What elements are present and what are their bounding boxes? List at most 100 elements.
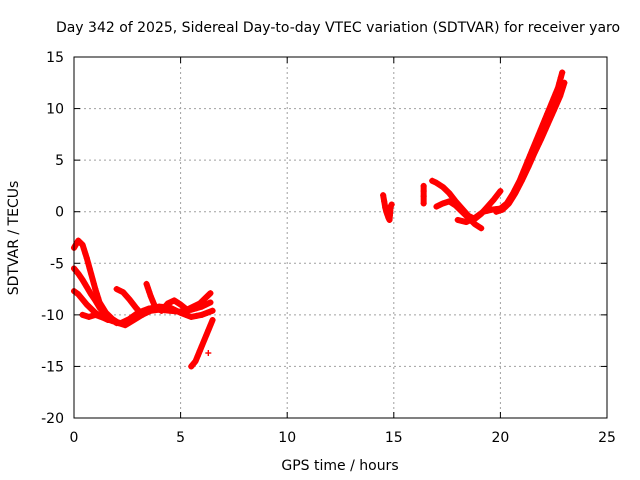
x-tick-label: 25 — [598, 430, 616, 446]
data-point — [443, 187, 450, 194]
data-point — [533, 145, 540, 152]
data-point — [85, 287, 92, 294]
data-point — [436, 181, 443, 188]
data-point — [446, 190, 453, 197]
data-point — [487, 199, 494, 206]
y-tick-label: -20 — [41, 411, 64, 427]
data-point — [144, 285, 151, 292]
y-tick-label: -15 — [41, 359, 64, 375]
data-point — [203, 332, 210, 339]
data-point — [113, 286, 120, 293]
data-point — [494, 192, 501, 199]
data-point — [420, 182, 427, 189]
data-point — [92, 297, 99, 304]
data-point — [92, 311, 99, 318]
data-point — [548, 100, 555, 107]
data-point — [171, 297, 178, 304]
data-point — [446, 198, 453, 205]
data-point — [182, 311, 189, 318]
data-point — [493, 208, 500, 215]
data-point — [139, 311, 146, 318]
data-point — [196, 347, 203, 354]
data-point — [92, 286, 99, 293]
data-point — [449, 194, 456, 201]
data-point — [89, 275, 96, 282]
data-point — [550, 95, 557, 102]
data-point — [491, 196, 498, 203]
data-point — [467, 216, 474, 223]
data-point — [497, 188, 504, 195]
data-point — [420, 200, 427, 207]
data-point — [96, 313, 103, 320]
data-point — [88, 291, 95, 298]
data-point — [88, 270, 95, 277]
data-point — [449, 200, 456, 207]
data-point — [100, 314, 107, 321]
data-point — [548, 112, 555, 119]
data-point — [198, 342, 205, 349]
data-point — [123, 292, 130, 299]
data-point — [93, 290, 100, 297]
data-point — [433, 203, 440, 210]
data-point — [205, 327, 212, 334]
data-point — [557, 93, 564, 100]
x-tick-label: 10 — [278, 430, 296, 446]
data-point — [126, 315, 133, 322]
gridlines — [74, 57, 607, 418]
data-point — [188, 363, 195, 370]
data-point — [459, 217, 466, 224]
data-point — [174, 299, 181, 306]
data-point — [518, 177, 525, 184]
data-point — [85, 313, 92, 320]
data-point — [196, 300, 203, 307]
data-point — [188, 313, 195, 320]
data-point — [420, 188, 427, 195]
data-point — [158, 307, 165, 314]
data-point — [117, 320, 124, 327]
data-point — [81, 280, 88, 287]
data-point — [207, 322, 214, 329]
x-axis-label: GPS time / hours — [281, 458, 398, 474]
data-point — [382, 204, 389, 211]
data-point — [452, 202, 459, 209]
data-point — [531, 149, 538, 156]
data-point — [475, 223, 482, 230]
data-point — [177, 309, 184, 316]
data-point — [550, 107, 557, 114]
data-point — [542, 126, 549, 133]
data-point — [136, 308, 143, 315]
data-series — [493, 79, 568, 215]
data-point — [99, 308, 106, 315]
data-point — [85, 260, 92, 267]
data-point — [561, 79, 568, 86]
data-point — [145, 305, 152, 312]
data-point — [83, 284, 90, 291]
data-point — [540, 131, 547, 138]
data-point — [90, 280, 97, 287]
data-point — [201, 337, 208, 344]
data-point — [194, 353, 201, 360]
data-point — [516, 181, 523, 188]
data-point — [429, 177, 436, 184]
data-point — [96, 304, 103, 311]
data-point — [552, 90, 559, 97]
data-point — [535, 140, 542, 147]
data-point — [155, 305, 162, 312]
data-point — [161, 304, 168, 311]
data-point — [90, 294, 97, 301]
data-point — [439, 183, 446, 190]
data-point — [79, 311, 86, 318]
data-point — [557, 74, 564, 81]
y-tick-label: 5 — [55, 153, 64, 169]
data-point — [439, 200, 446, 207]
chart-title: Day 342 of 2025, Sidereal Day-to-day VTE… — [56, 20, 620, 36]
data-point — [471, 221, 478, 228]
data-point — [82, 250, 89, 257]
data-point — [454, 216, 461, 223]
data-point — [203, 294, 210, 301]
data-point — [455, 205, 462, 212]
data-point — [546, 117, 553, 124]
data-point — [522, 168, 529, 175]
plot-frame — [73, 56, 608, 419]
data-point — [520, 173, 527, 180]
